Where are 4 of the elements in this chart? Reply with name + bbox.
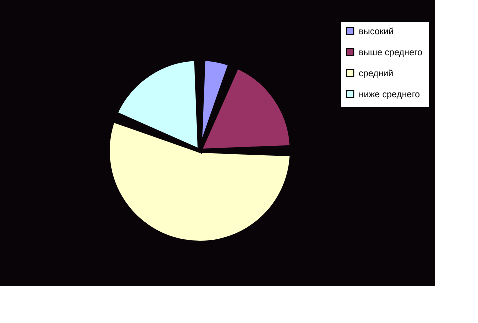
legend-label: ниже среднего <box>359 90 420 100</box>
legend-label: высокий <box>359 26 394 36</box>
legend-label: выше среднего <box>359 48 423 58</box>
legend-label: средний <box>359 68 394 78</box>
